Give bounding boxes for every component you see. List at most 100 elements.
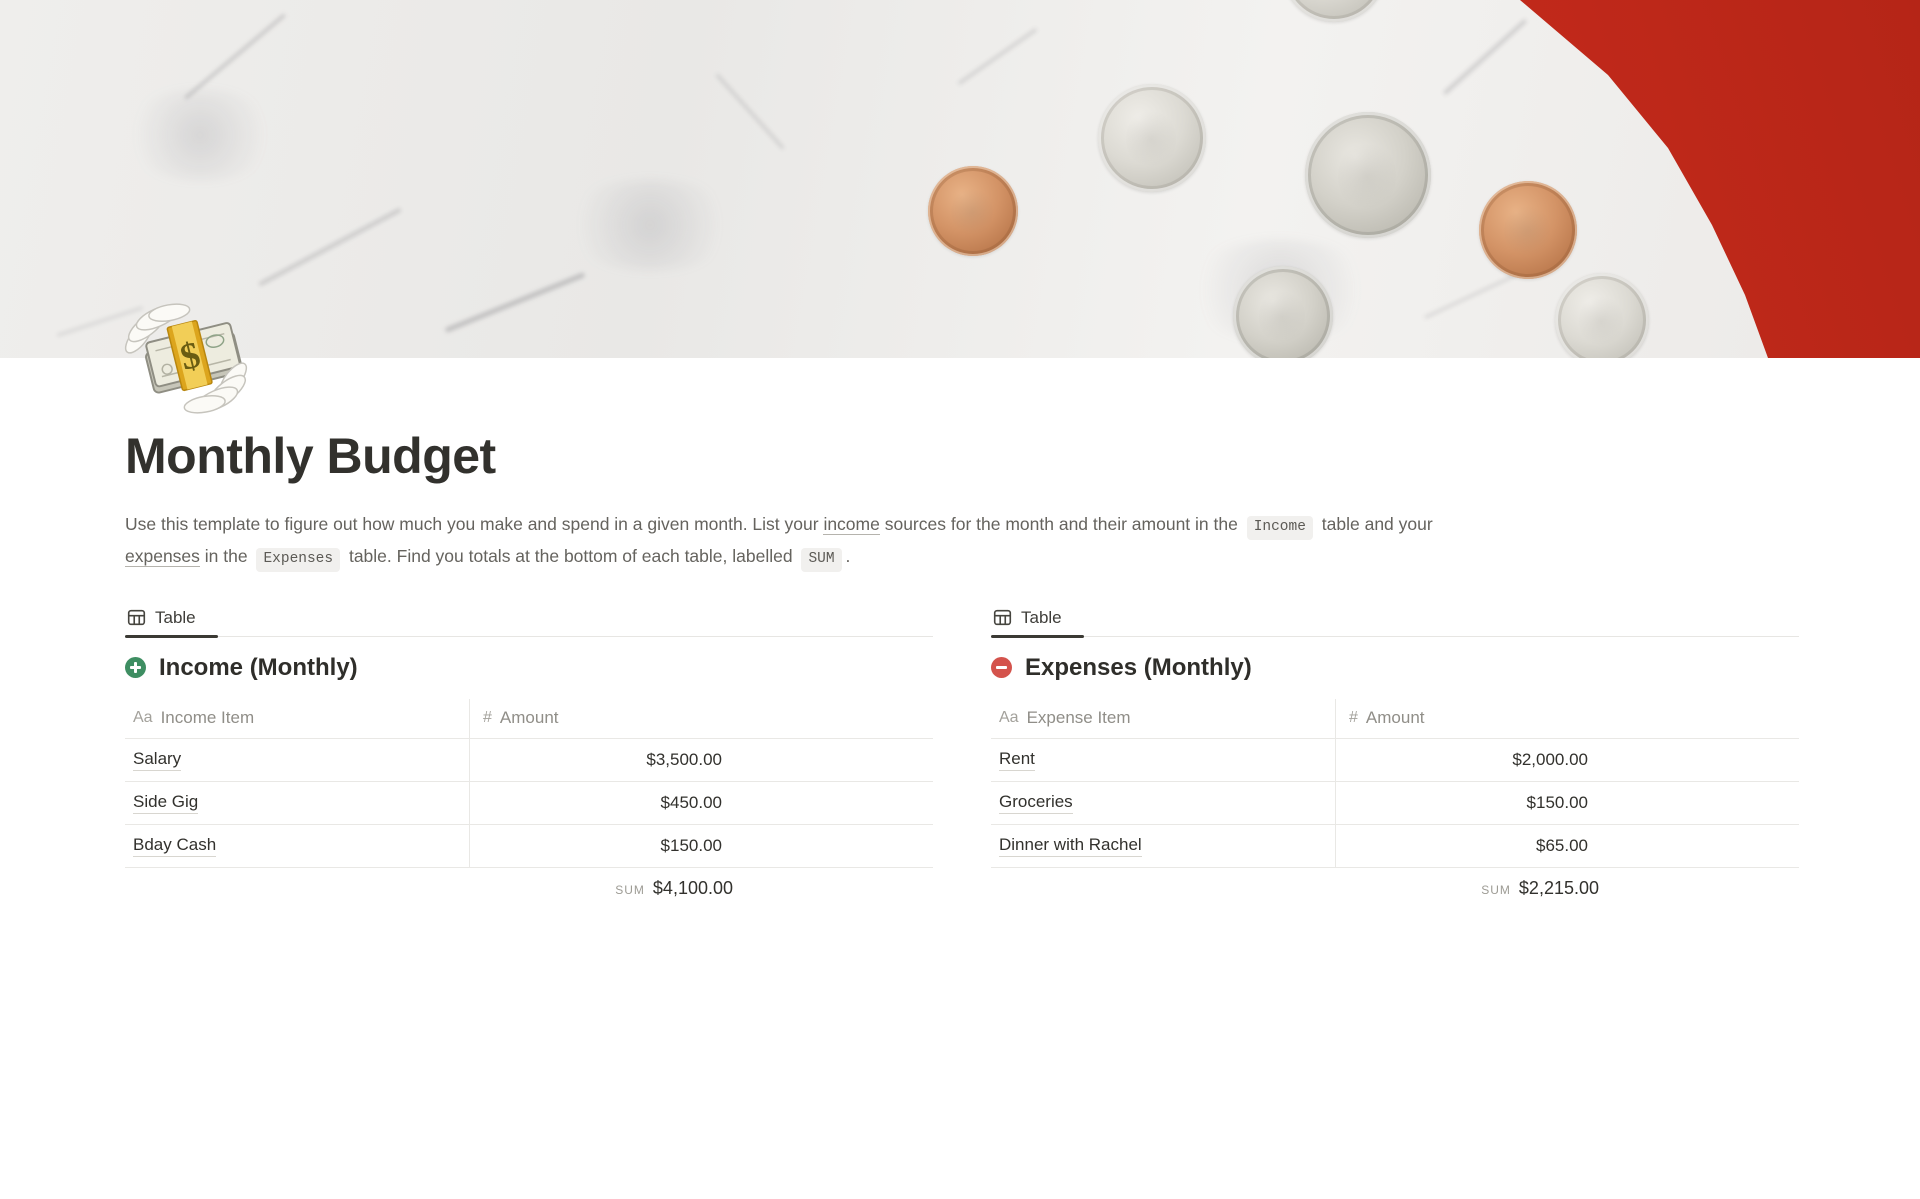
marble-vein [184, 13, 286, 100]
expenses-sum-row[interactable]: SUM $2,215.00 [991, 868, 1599, 910]
item-cell[interactable]: Dinner with Rachel [991, 824, 1336, 867]
income-amount-column-header[interactable]: # Amount [470, 699, 733, 738]
amount-cell[interactable]: $65.00 [1336, 825, 1599, 867]
amount-cell[interactable]: $3,500.00 [470, 739, 733, 781]
marble-vein [957, 28, 1038, 85]
marble-vein [258, 207, 402, 287]
income-sum-row[interactable]: SUM $4,100.00 [125, 868, 733, 910]
marble-shade [560, 180, 740, 270]
sum-value: $4,100.00 [652, 878, 733, 898]
item-cell[interactable]: Rent [991, 738, 1336, 781]
description-text: in the [199, 545, 253, 566]
marble-shade [120, 90, 280, 180]
expenses-table-view-tab[interactable]: Table [991, 600, 1064, 636]
income-table: Aa Income Item # Amount Salary $3,500.00 [125, 698, 933, 910]
item-cell[interactable]: Bday Cash [125, 824, 470, 867]
two-column-layout: Table Income (Monthly) Aa Income Item [125, 600, 1800, 910]
sum-label: SUM [615, 882, 645, 897]
text-property-icon: Aa [133, 709, 153, 726]
coin-nickel-2 [1233, 266, 1333, 358]
table-view-icon [993, 609, 1012, 626]
column-label: Income Item [160, 708, 255, 727]
item-title: Side Gig [133, 792, 199, 814]
income-table-view-tab[interactable]: Table [125, 600, 198, 636]
page-title[interactable]: Monthly Budget [125, 428, 496, 484]
expenses-code-chip: Expenses [256, 547, 341, 572]
income-view-tabs: Table [125, 600, 933, 638]
item-title: Dinner with Rachel [999, 835, 1142, 857]
expenses-view-tabs: Table [991, 600, 1799, 638]
table-row[interactable]: Salary $3,500.00 [125, 738, 933, 782]
item-title: Bday Cash [133, 835, 217, 857]
expenses-database-title[interactable]: Expenses (Monthly) [1025, 653, 1252, 681]
item-cell[interactable]: Side Gig [125, 781, 470, 824]
minus-circle-icon [991, 657, 1012, 678]
income-code-chip: Income [1246, 515, 1313, 540]
page-content: Monthly Budget Use this template to figu… [0, 358, 1920, 910]
expenses-heading-row: Expenses (Monthly) [991, 650, 1799, 686]
expense-amount-column-header[interactable]: # Amount [1336, 699, 1599, 738]
marble-vein [1442, 18, 1528, 96]
item-cell[interactable]: Salary [125, 738, 470, 781]
description-text: . [845, 545, 851, 566]
sum-value: $2,215.00 [1518, 878, 1599, 898]
plus-circle-icon [125, 657, 146, 678]
sum-label: SUM [1481, 882, 1511, 897]
income-link[interactable]: income [823, 513, 880, 535]
expenses-database-block: Table Expenses (Monthly) Aa Expense Item [991, 600, 1799, 910]
text-property-icon: Aa [999, 709, 1019, 726]
column-label: Amount [499, 708, 559, 727]
description-text: sources for the month and their amount i… [879, 513, 1243, 534]
table-row[interactable]: Side Gig $450.00 [125, 781, 933, 825]
table-row[interactable]: Dinner with Rachel $65.00 [991, 824, 1799, 868]
income-database-title[interactable]: Income (Monthly) [159, 653, 358, 681]
sum-code-chip: SUM [801, 547, 842, 572]
marble-vein [715, 73, 785, 150]
income-database-block: Table Income (Monthly) Aa Income Item [125, 600, 933, 910]
amount-value: $450.00 [660, 792, 722, 812]
number-property-icon: # [1349, 709, 1358, 726]
amount-value: $65.00 [1536, 835, 1588, 855]
amount-cell[interactable]: $150.00 [1336, 782, 1599, 824]
amount-cell[interactable]: $150.00 [470, 825, 733, 867]
coin-quarter [1305, 112, 1431, 238]
income-item-column-header[interactable]: Aa Income Item [125, 698, 470, 738]
income-heading-row: Income (Monthly) [125, 650, 933, 686]
description-text: Use this template to figure out how much… [125, 513, 824, 534]
amount-value: $150.00 [660, 835, 722, 855]
active-tab-indicator [991, 634, 1084, 638]
income-table-header: Aa Income Item # Amount [125, 698, 933, 739]
description-text: table and your [1316, 513, 1433, 534]
marble-vein [444, 272, 586, 333]
column-label: Amount [1365, 708, 1425, 727]
amount-cell[interactable]: $450.00 [470, 782, 733, 824]
item-cell[interactable]: Groceries [991, 781, 1336, 824]
marble-vein [1424, 274, 1516, 319]
coin-dime [1555, 273, 1649, 358]
page-description: Use this template to figure out how much… [125, 508, 1800, 572]
table-row[interactable]: Bday Cash $150.00 [125, 824, 933, 868]
coin-penny [928, 166, 1018, 256]
table-row[interactable]: Rent $2,000.00 [991, 738, 1799, 782]
tab-label: Table [155, 607, 196, 627]
amount-cell[interactable]: $2,000.00 [1336, 739, 1599, 781]
coin-top-edge [1282, 0, 1386, 22]
coin-penny-2 [1479, 181, 1577, 279]
cover-image [0, 0, 1920, 358]
coin-nickel [1098, 84, 1206, 192]
table-row[interactable]: Groceries $150.00 [991, 781, 1799, 825]
table-view-icon [127, 609, 146, 626]
expenses-table-header: Aa Expense Item # Amount [991, 698, 1799, 739]
item-title: Rent [999, 749, 1035, 771]
tab-label: Table [1021, 607, 1062, 627]
amount-value: $2,000.00 [1512, 749, 1588, 769]
amount-value: $3,500.00 [646, 749, 722, 769]
page-icon-money-with-wings[interactable]: $ [116, 294, 256, 422]
description-text: table. Find you totals at the bottom of … [344, 545, 798, 566]
amount-value: $150.00 [1526, 792, 1588, 812]
active-tab-indicator [125, 634, 218, 638]
expense-item-column-header[interactable]: Aa Expense Item [991, 698, 1336, 738]
money-with-wings-icon: $ [124, 303, 248, 414]
expenses-link[interactable]: expenses [125, 545, 200, 567]
